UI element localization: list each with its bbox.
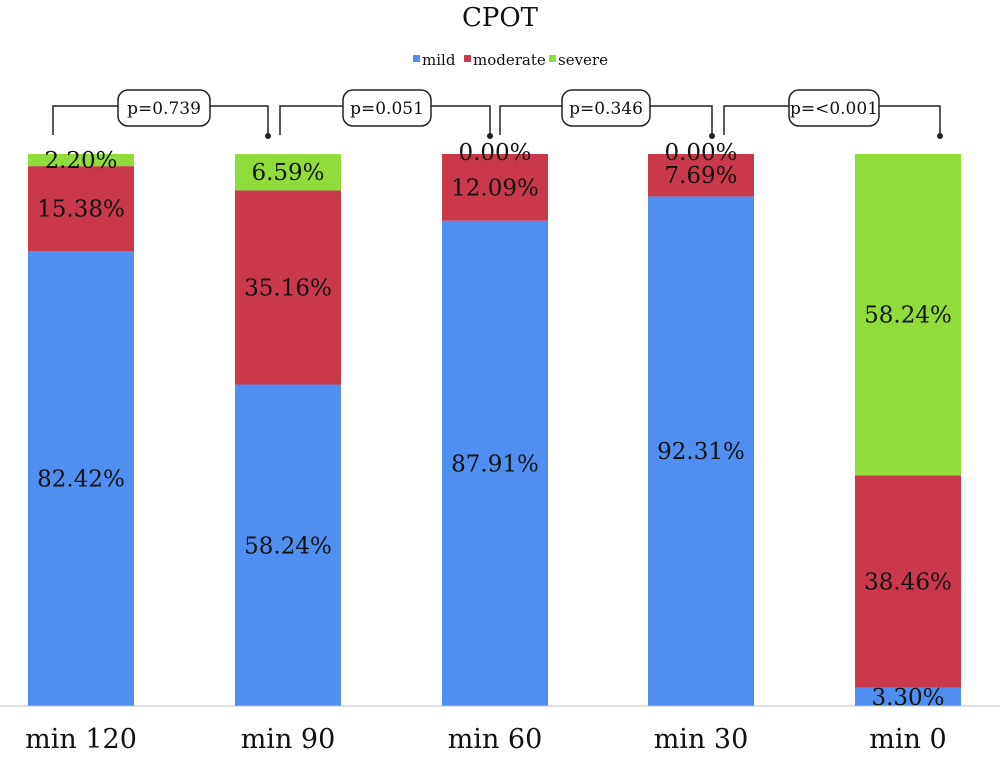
data-label: 82.42% (37, 467, 125, 493)
legend-label-mild: mild (422, 51, 456, 69)
stacked-bars (28, 154, 961, 707)
category-label: min 90 (241, 724, 336, 755)
p-value-label: p=0.051 (350, 99, 424, 119)
p-value-box (561, 89, 651, 127)
legend-swatch-moderate (464, 55, 471, 62)
p-value-label: p=<0.001 (790, 99, 878, 119)
p-value-box (788, 89, 880, 127)
bracket-left (279, 105, 343, 135)
bracket-end-dot (265, 133, 271, 139)
p-value-box (342, 89, 432, 127)
data-label: 6.59% (251, 160, 324, 186)
bar-severe-min-120 (28, 154, 134, 167)
category-label: min 0 (869, 724, 946, 755)
bar-severe-min-0 (855, 154, 961, 476)
bar-moderate-min-30 (648, 154, 754, 197)
bar-moderate-min-0 (855, 475, 961, 688)
legend-swatch-mild (413, 55, 420, 62)
bracket-right (650, 105, 713, 135)
bracket-right (210, 105, 269, 135)
data-label: 58.24% (244, 533, 332, 559)
bar-moderate-min-60 (442, 154, 548, 221)
data-label: 35.16% (244, 275, 332, 301)
data-label: 0.00% (664, 140, 737, 166)
bracket-right (431, 105, 491, 135)
bracket-end-dot (487, 133, 493, 139)
legend-label-moderate: moderate (473, 51, 546, 69)
category-label: min 120 (25, 724, 137, 755)
p-value-label: p=0.346 (569, 99, 643, 119)
category-label: min 30 (654, 724, 749, 755)
data-label: 0.00% (458, 140, 531, 166)
data-label: 92.31% (657, 439, 745, 465)
data-label: 87.91% (451, 451, 539, 477)
data-label: 2.20% (44, 148, 117, 174)
bracket-left (499, 105, 562, 135)
data-label: 58.24% (864, 303, 952, 329)
bar-severe-min-90 (235, 154, 341, 191)
bracket-left (52, 105, 118, 135)
bar-mild-min-0 (855, 687, 961, 706)
data-label: 38.46% (864, 570, 952, 596)
bar-mild-min-90 (235, 384, 341, 706)
data-label: 7.69% (664, 163, 737, 189)
legend-label-severe: severe (558, 51, 608, 69)
p-value-comparisons: p=0.739 p=0.051 p=0.346 p=<0.001 (52, 89, 943, 139)
data-label: 15.38% (37, 197, 125, 223)
data-labels: 82.42% 15.38% 2.20% 58.24% 35.16% 6.59% 87.91%… (37, 140, 952, 711)
category-labels: min 120 min 90 min 60 min 30 min 0 (25, 724, 947, 755)
data-label: 3.30% (871, 685, 944, 711)
p-value-label: p=0.739 (127, 99, 201, 119)
bar-mild-min-60 (442, 220, 548, 706)
bar-moderate-min-120 (28, 166, 134, 252)
bar-mild-min-120 (28, 251, 134, 706)
p-value-box (117, 89, 211, 127)
bar-mild-min-30 (648, 196, 754, 707)
legend: mild moderate severe (413, 51, 608, 69)
bracket-right (879, 105, 941, 135)
category-label: min 60 (448, 724, 543, 755)
bracket-end-dot (709, 133, 715, 139)
chart-title: CPOT (462, 3, 539, 33)
bar-moderate-min-90 (235, 190, 341, 385)
data-label: 12.09% (451, 175, 539, 201)
legend-swatch-severe (549, 55, 556, 62)
bracket-end-dot (937, 133, 943, 139)
bracket-left (723, 105, 789, 135)
